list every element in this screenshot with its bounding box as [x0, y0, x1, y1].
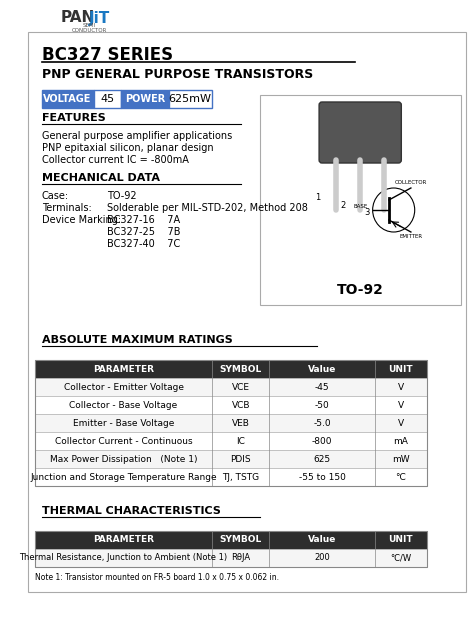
- Text: V: V: [398, 382, 404, 391]
- Text: ABSOLUTE MAXIMUM RATINGS: ABSOLUTE MAXIMUM RATINGS: [42, 335, 233, 345]
- Text: EMITTER: EMITTER: [399, 234, 422, 239]
- Text: UNIT: UNIT: [389, 535, 413, 545]
- Text: -45: -45: [315, 382, 329, 391]
- Text: PNP GENERAL PURPOSE TRANSISTORS: PNP GENERAL PURPOSE TRANSISTORS: [42, 68, 313, 80]
- FancyBboxPatch shape: [42, 90, 94, 108]
- Text: Collector Current - Continuous: Collector Current - Continuous: [55, 437, 192, 446]
- Text: IC: IC: [236, 437, 245, 446]
- Text: SYMBOL: SYMBOL: [219, 365, 262, 374]
- Text: BC327-25    7B: BC327-25 7B: [107, 227, 180, 237]
- Text: mA: mA: [393, 437, 408, 446]
- FancyBboxPatch shape: [169, 90, 212, 108]
- FancyBboxPatch shape: [94, 90, 121, 108]
- FancyBboxPatch shape: [260, 95, 461, 305]
- Text: VCE: VCE: [232, 382, 250, 391]
- Bar: [35, 396, 427, 414]
- Text: Device Marking:: Device Marking:: [42, 215, 121, 225]
- FancyBboxPatch shape: [28, 32, 466, 592]
- Text: V: V: [398, 401, 404, 410]
- Text: Collector - Base Voltage: Collector - Base Voltage: [69, 401, 178, 410]
- Text: COLLECTOR: COLLECTOR: [395, 180, 427, 185]
- Text: SYMBOL: SYMBOL: [219, 535, 262, 545]
- Text: MECHANICAL DATA: MECHANICAL DATA: [42, 173, 160, 183]
- Text: Terminals:: Terminals:: [42, 203, 91, 213]
- FancyBboxPatch shape: [319, 102, 401, 163]
- Text: THERMAL CHARACTERISTICS: THERMAL CHARACTERISTICS: [42, 506, 221, 516]
- Text: RθJA: RθJA: [231, 554, 250, 562]
- Text: Value: Value: [308, 365, 336, 374]
- Text: V: V: [398, 418, 404, 427]
- Text: JiT: JiT: [89, 11, 110, 25]
- Text: TJ, TSTG: TJ, TSTG: [222, 473, 259, 482]
- Text: Collector current IC = -800mA: Collector current IC = -800mA: [42, 155, 189, 165]
- Text: BC327 SERIES: BC327 SERIES: [42, 46, 173, 64]
- Text: -800: -800: [312, 437, 332, 446]
- Text: TO-92: TO-92: [107, 191, 137, 201]
- Bar: [35, 468, 427, 486]
- Bar: [35, 549, 427, 567]
- Text: 625mW: 625mW: [168, 94, 211, 104]
- Text: Solderable per MIL-STD-202, Method 208: Solderable per MIL-STD-202, Method 208: [107, 203, 308, 213]
- Text: -5.0: -5.0: [313, 418, 331, 427]
- Text: -55 to 150: -55 to 150: [299, 473, 346, 482]
- Text: PAN: PAN: [61, 11, 95, 25]
- Bar: [35, 360, 427, 486]
- Bar: [35, 360, 427, 378]
- Bar: [35, 531, 427, 567]
- Text: Emitter - Base Voltage: Emitter - Base Voltage: [73, 418, 174, 427]
- Text: PARAMETER: PARAMETER: [93, 365, 154, 374]
- Text: 45: 45: [100, 94, 115, 104]
- Text: Case:: Case:: [42, 191, 69, 201]
- Text: Max Power Dissipation   (Note 1): Max Power Dissipation (Note 1): [50, 454, 197, 463]
- Text: 625: 625: [313, 454, 330, 463]
- Text: BC327-40    7C: BC327-40 7C: [107, 239, 180, 249]
- Text: PNP epitaxial silicon, planar design: PNP epitaxial silicon, planar design: [42, 143, 213, 153]
- Text: 200: 200: [314, 554, 330, 562]
- Text: -50: -50: [315, 401, 329, 410]
- Text: BASE: BASE: [353, 204, 367, 209]
- Text: mW: mW: [392, 454, 410, 463]
- Text: Value: Value: [308, 535, 336, 545]
- Text: 2: 2: [341, 201, 346, 210]
- Bar: [35, 378, 427, 396]
- Bar: [35, 531, 427, 549]
- Text: PDIS: PDIS: [230, 454, 251, 463]
- FancyBboxPatch shape: [121, 90, 169, 108]
- Text: °C/W: °C/W: [390, 554, 411, 562]
- Text: VEB: VEB: [232, 418, 250, 427]
- Text: UNIT: UNIT: [389, 365, 413, 374]
- Bar: [35, 414, 427, 432]
- Text: Note 1: Transistor mounted on FR-5 board 1.0 x 0.75 x 0.062 in.: Note 1: Transistor mounted on FR-5 board…: [35, 573, 279, 581]
- Text: BC327-16    7A: BC327-16 7A: [107, 215, 180, 225]
- Text: Collector - Emitter Voltage: Collector - Emitter Voltage: [64, 382, 183, 391]
- Text: VOLTAGE: VOLTAGE: [44, 94, 92, 104]
- Text: VCB: VCB: [231, 401, 250, 410]
- Text: SEMI
CONDUCTOR: SEMI CONDUCTOR: [72, 23, 107, 33]
- Text: 1: 1: [315, 193, 320, 202]
- Text: PARAMETER: PARAMETER: [93, 535, 154, 545]
- Text: FEATURES: FEATURES: [42, 113, 106, 123]
- Text: TO-92: TO-92: [337, 283, 383, 297]
- Text: General purpose amplifier applications: General purpose amplifier applications: [42, 131, 232, 141]
- Bar: [35, 432, 427, 450]
- Text: °C: °C: [395, 473, 406, 482]
- Bar: [35, 450, 427, 468]
- Text: POWER: POWER: [125, 94, 165, 104]
- Text: Junction and Storage Temperature Range: Junction and Storage Temperature Range: [30, 473, 217, 482]
- Text: 3: 3: [365, 208, 370, 217]
- Text: Thermal Resistance, Junction to Ambient (Note 1): Thermal Resistance, Junction to Ambient …: [19, 554, 228, 562]
